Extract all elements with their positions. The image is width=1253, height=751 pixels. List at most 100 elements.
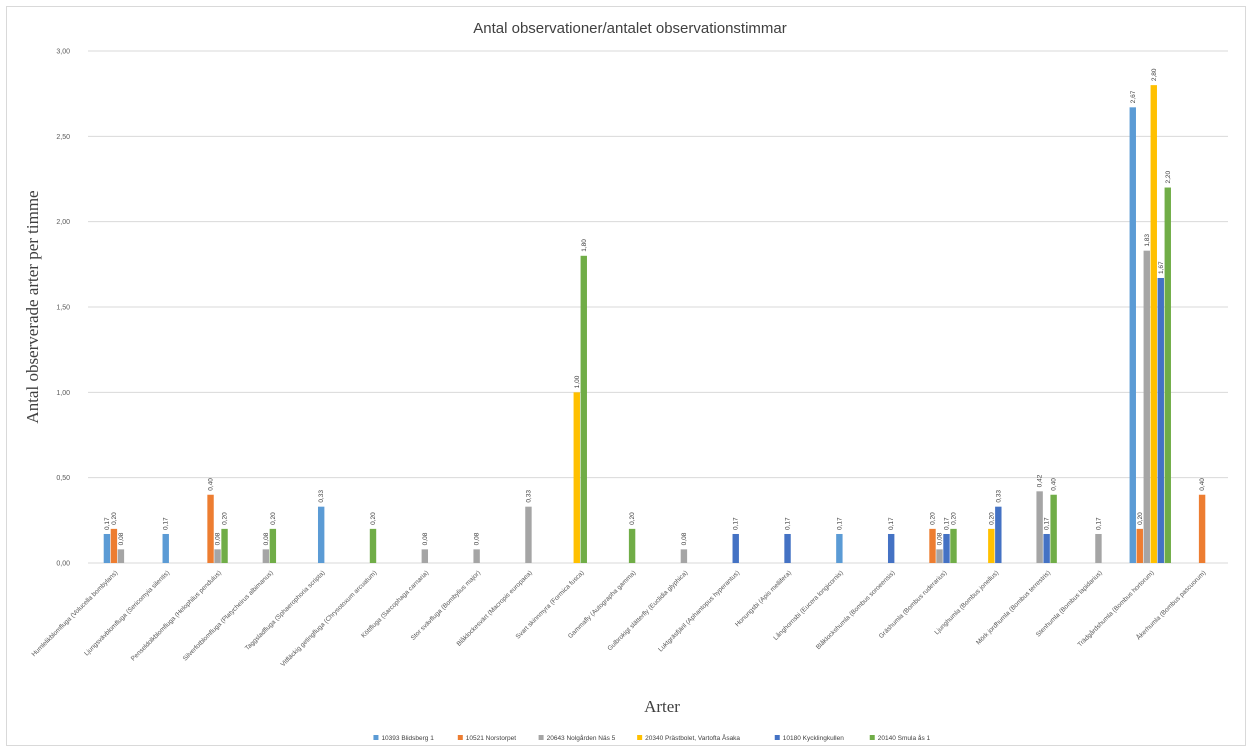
- legend-swatch: [457, 735, 463, 740]
- category-labels: Humlelikblomfluga (Volucella bombylans)L…: [31, 568, 1208, 668]
- data-label: 1,00: [574, 375, 581, 388]
- data-label: 2,80: [1151, 68, 1158, 81]
- data-label: 0,40: [1051, 478, 1058, 491]
- legend-swatch: [869, 735, 875, 740]
- data-label: 0,20: [1137, 512, 1144, 525]
- x-tick-label: Luktgräsfjäril (Aphantopus hyperantus): [657, 569, 741, 653]
- data-label: 0,33: [525, 490, 532, 503]
- bar: [1036, 491, 1043, 563]
- legend: 10393 Blidsberg 1 10521 Norstorpet 20643 N…: [373, 733, 931, 742]
- y-tick-label: 2,00: [56, 219, 70, 226]
- data-label: 0,33: [318, 490, 325, 503]
- data-label: 0,40: [1199, 478, 1206, 491]
- bar: [1136, 528, 1143, 563]
- data-label: 0,08: [118, 532, 125, 545]
- legend-label: 10180 Kycklingkullen: [783, 735, 844, 742]
- data-label: 0,17: [1044, 517, 1051, 530]
- data-label: 0,40: [208, 478, 215, 491]
- data-label: 0,17: [944, 517, 951, 530]
- axis-ticks: 0,00 0,50 1,00 1,50 2,00 2,50 3,00: [56, 49, 70, 568]
- bar: [525, 506, 532, 563]
- legend-label: 20140 Smula ås 1: [878, 734, 931, 742]
- data-label: 0,08: [263, 532, 270, 545]
- legend-label: 20340 Prästbolet, Vartofta Åsaka: [645, 733, 740, 742]
- bar: [421, 549, 429, 563]
- chart-frame: [6, 6, 1246, 746]
- bar: [995, 506, 1002, 563]
- y-tick-label: 3,00: [56, 49, 70, 56]
- x-tick-label: Honungsbi (Apis mellifera): [734, 569, 793, 628]
- x-tick-label: Humlelikblomfluga (Volucella bombylans): [31, 569, 120, 658]
- bar: [473, 549, 480, 563]
- y-axis-label: Antal observerade arter per timme: [23, 190, 42, 423]
- y-tick-label: 0,50: [56, 475, 70, 482]
- data-label: 0,20: [370, 512, 377, 525]
- bar: [207, 494, 214, 563]
- data-label: 0,20: [930, 512, 937, 525]
- data-label: 0,17: [785, 517, 792, 530]
- x-tick-label: Penseldolkblomfluga (Helophilus pendulus…: [130, 569, 223, 662]
- bar: [836, 533, 843, 563]
- data-label: 0,20: [988, 512, 995, 525]
- legend-swatch: [538, 735, 544, 740]
- bar: [1157, 277, 1164, 563]
- x-tick-label: Ljungsvävblomfluga (Sericomyia silentis): [83, 569, 171, 657]
- x-tick-label: Blåklockshumla (Bombus soroeensis): [814, 569, 896, 651]
- bar: [269, 528, 277, 563]
- bar: [103, 533, 111, 563]
- bar: [117, 549, 125, 563]
- data-label: 0,08: [474, 532, 481, 545]
- data-label: 2,20: [1165, 170, 1172, 183]
- data-label: 0,17: [1095, 517, 1102, 530]
- bar: [1143, 250, 1150, 563]
- data-label: 1,80: [581, 239, 588, 252]
- bar: [784, 533, 791, 563]
- data-label: 1,67: [1158, 261, 1165, 274]
- legend-label: 10521 Norstorpet: [466, 735, 516, 742]
- data-label: 0,17: [733, 517, 740, 530]
- legend-label: 10393 Blidsberg 1: [381, 735, 434, 742]
- data-label: 0,17: [836, 517, 843, 530]
- bar: [317, 506, 325, 563]
- bar: [214, 549, 221, 563]
- data-label: 0,08: [681, 532, 688, 545]
- bar: [1043, 533, 1050, 563]
- legend-label: 20643 Nolgården Näs 5: [547, 734, 616, 742]
- bar: [1095, 533, 1102, 563]
- data-label: 0,08: [937, 532, 944, 545]
- y-tick-label: 1,00: [56, 390, 70, 397]
- x-tick-label: Vitfläckig getingfluga (Chrysotoxum arcu…: [280, 569, 379, 668]
- bar: [1198, 494, 1206, 563]
- bar: [369, 528, 377, 563]
- bar: [1129, 107, 1136, 563]
- legend-swatch: [373, 735, 379, 740]
- bar: [988, 528, 995, 563]
- bar: [262, 549, 270, 563]
- bar: [1150, 85, 1157, 563]
- bar: [110, 528, 118, 563]
- bar: [573, 392, 580, 563]
- data-label: 1,83: [1144, 234, 1151, 247]
- y-tick-label: 2,50: [56, 134, 70, 141]
- data-label: 0,17: [163, 517, 170, 530]
- data-label: 0,42: [1037, 474, 1044, 487]
- data-label: 0,17: [104, 517, 111, 530]
- legend-swatch: [774, 735, 780, 740]
- chart-title: Antal observationer/antalet observations…: [473, 20, 787, 37]
- data-label: 0,20: [111, 512, 118, 525]
- bar: [1050, 494, 1057, 563]
- bar: [580, 255, 587, 564]
- y-tick-label: 1,50: [56, 305, 70, 312]
- y-tick-label: 0,00: [56, 561, 70, 568]
- data-labels: 0,17 0,200,080,170,400,080,200,080,200,33…: [104, 68, 1206, 545]
- bar: [162, 533, 169, 563]
- bar: [936, 549, 943, 563]
- bars: [103, 85, 1206, 564]
- data-label: 0,17: [888, 517, 895, 530]
- data-label: 0,20: [222, 512, 229, 525]
- data-label: 0,08: [422, 532, 429, 545]
- data-label: 2,67: [1130, 90, 1137, 103]
- data-label: 0,08: [215, 532, 222, 545]
- bar: [929, 528, 936, 563]
